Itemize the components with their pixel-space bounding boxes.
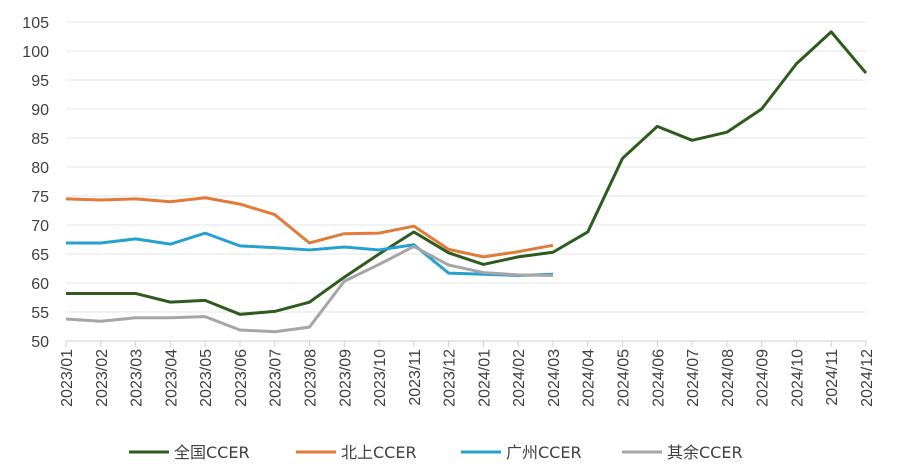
series-line-1 [65,196,554,259]
y-tick-label: 65 [31,247,49,264]
y-axis-tick-labels: 50 55 60 65 70 75 80 85 90 95 100 105 [22,15,49,351]
x-axis-tick-labels: 2023/01 2023/02 2023/03 2023/04 2023/05 2023/… [59,349,876,407]
x-tick-label: 2023/12 [442,349,459,407]
series-line-3 [65,244,553,334]
series-line-2 [66,231,554,277]
axes [65,340,867,347]
x-tick-label: 2024/12 [859,349,876,407]
x-tick-label: 2023/03 [129,349,146,407]
x-tick-label: 2024/04 [581,349,598,407]
y-tick-label: 95 [31,73,49,90]
x-tick-label: 2024/07 [685,349,702,407]
x-tick-label: 2023/10 [372,349,389,407]
x-tick-label: 2023/05 [198,349,215,407]
x-tick-label: 2024/08 [720,349,737,407]
legend-label: 广州CCER [506,443,582,462]
x-tick-label: 2023/08 [302,349,319,407]
y-tick-label: 70 [31,218,49,235]
y-tick-label: 100 [22,44,49,61]
x-tick-label: 2023/04 [163,349,180,407]
legend-item: 其余CCER [622,443,743,462]
y-tick-label: 85 [31,131,49,148]
y-tick-label: 50 [31,334,49,351]
x-tick-label: 2024/03 [546,349,563,407]
gridlines [66,21,866,313]
x-tick-label: 2024/05 [616,349,633,407]
y-tick-label: 75 [31,189,49,206]
y-tick-label: 90 [31,102,49,119]
legend-item: 全国CCER [129,443,250,462]
x-tick-label: 2023/07 [268,349,285,407]
legend-label: 全国CCER [174,443,250,462]
series-line-0 [66,30,868,316]
legend: 全国CCER 北上CCER 广州CCER 其余CCER [129,443,743,462]
x-tick-label: 2023/01 [59,349,76,407]
x-tick-label: 2023/09 [337,349,354,407]
x-tick-label: 2024/01 [476,349,493,407]
legend-item: 广州CCER [461,443,582,462]
x-tick-label: 2024/10 [789,349,806,407]
x-tick-label: 2024/06 [650,349,667,407]
legend-label: 其余CCER [667,443,743,462]
x-tick-label: 2023/02 [94,349,111,407]
x-tick-label: 2023/11 [407,349,424,406]
legend-label: 北上CCER [341,443,417,462]
y-tick-label: 80 [31,160,49,177]
series-lines [65,30,868,334]
x-tick-label: 2024/11 [824,349,841,406]
legend-item: 北上CCER [296,443,417,462]
y-tick-label: 105 [22,15,49,32]
y-tick-label: 55 [31,305,49,322]
x-tick-label: 2024/09 [755,349,772,407]
y-tick-label: 60 [31,276,49,293]
x-tick-label: 2023/06 [233,349,250,407]
x-tick-label: 2024/02 [511,349,528,407]
